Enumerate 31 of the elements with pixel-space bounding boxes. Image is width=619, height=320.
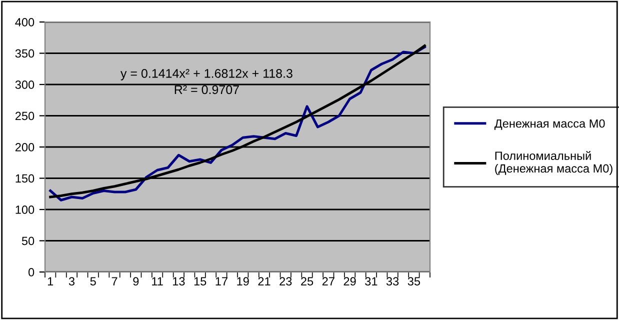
x-tick-label: 21 (258, 277, 270, 286)
y-tick-label: 150 (16, 174, 34, 183)
x-tick-label: 5 (90, 277, 96, 286)
x-tick-label: 11 (152, 277, 163, 286)
y-tick-label: 300 (15, 80, 34, 89)
y-tick-label: 0 (28, 268, 34, 276)
x-tick-label: 19 (237, 277, 249, 286)
x-tick-label: 17 (216, 277, 228, 286)
y-tick-label: 200 (15, 143, 34, 152)
x-tick-label: 25 (301, 277, 314, 286)
annotation: R² = 0.9707 (174, 85, 239, 94)
annotation: y = 0.1414x² + 1.6812x + 118.3 (120, 69, 292, 80)
y-tick-label: 250 (15, 112, 34, 120)
y-tick-label: 100 (16, 206, 34, 214)
x-tick-label: 1 (48, 277, 54, 286)
x-tick-label: 35 (408, 277, 420, 286)
y-tick-label: 400 (15, 18, 34, 26)
x-tick-label: 31 (365, 277, 378, 286)
x-tick-label: 7 (112, 277, 118, 286)
x-tick-label: 13 (173, 277, 185, 286)
x-tick-label: 27 (322, 277, 334, 286)
legend-label: Полиномиальный (Денежная масса М0) (495, 151, 612, 175)
y-tick-label: 50 (22, 236, 34, 246)
x-tick-label: 3 (68, 277, 74, 286)
legend-label: Денежная масса М0 (494, 119, 605, 130)
x-tick-label: 15 (194, 277, 206, 286)
x-tick-label: 29 (344, 277, 356, 286)
y-tick-label: 350 (15, 49, 34, 58)
x-tick-label: 23 (280, 277, 292, 286)
x-tick-label: 33 (386, 277, 399, 286)
x-tick-label: 9 (133, 277, 139, 286)
